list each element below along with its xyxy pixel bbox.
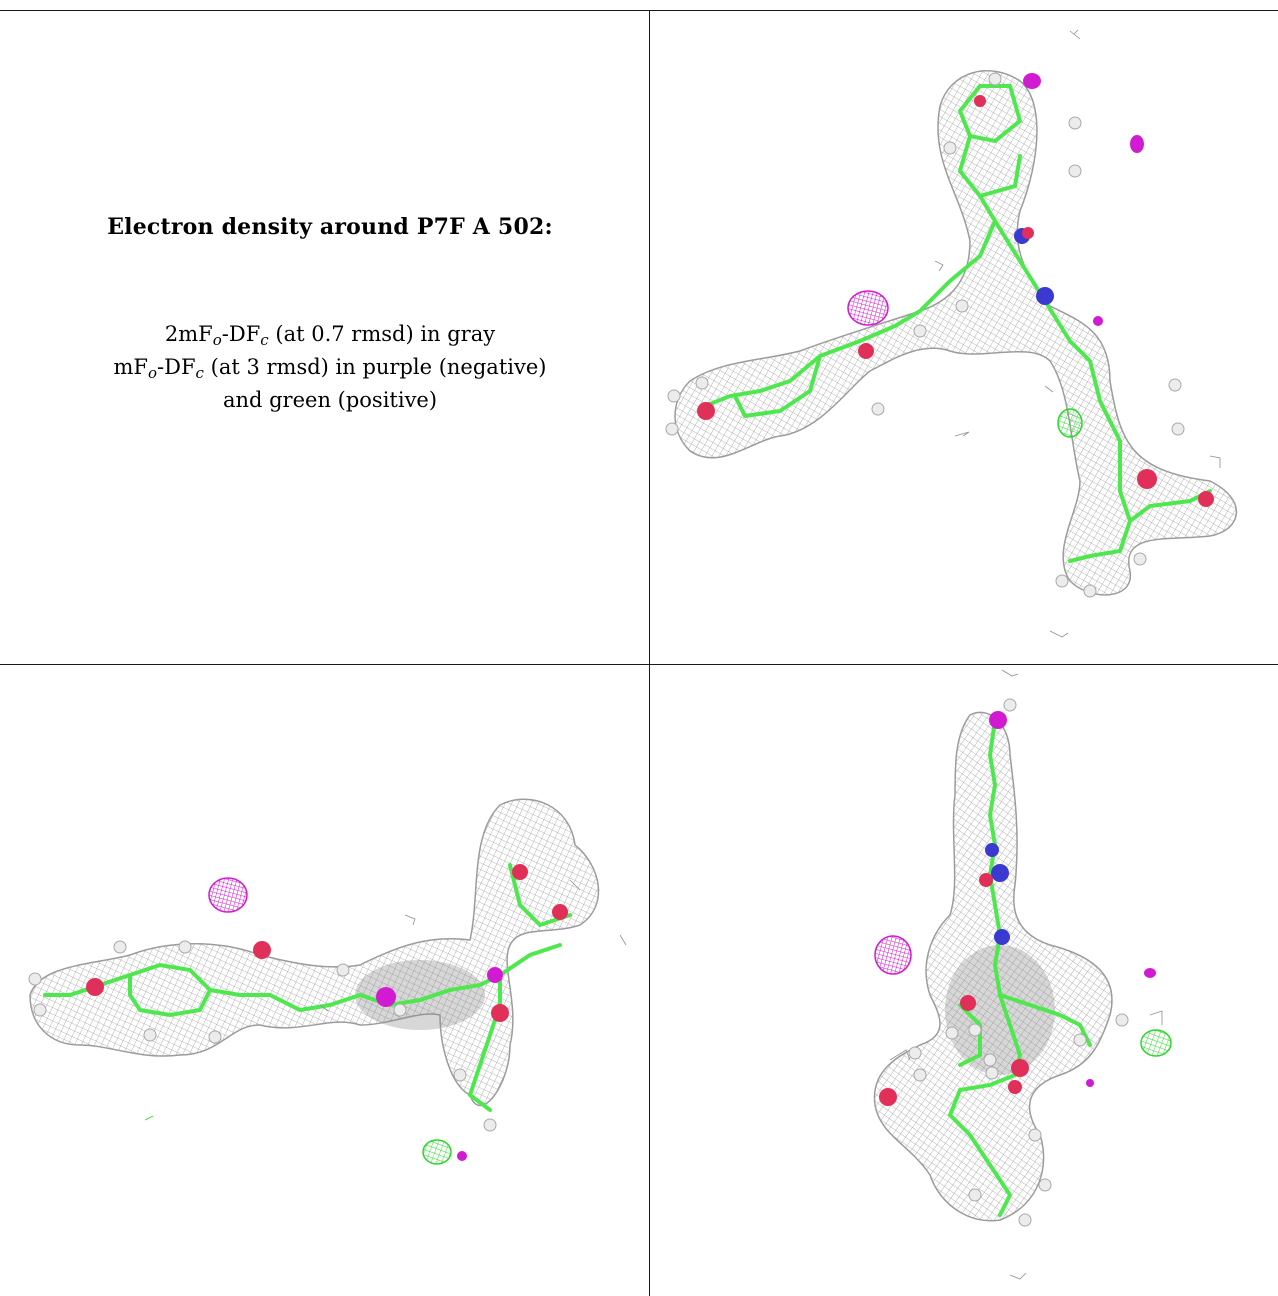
difference-density — [208, 877, 467, 1165]
view-bottom-right — [650, 665, 1278, 1296]
hydrogen-atoms — [28, 940, 497, 1132]
view-top-right — [650, 11, 1278, 664]
caption-legend: 2mFo-DFc (at 0.7 rmsd) in gray mFo-DFc (… — [40, 318, 620, 417]
hydrogen-atoms — [665, 72, 1185, 598]
view-bottom-left — [0, 665, 649, 1296]
density-render-bottom-right — [873, 669, 1172, 1280]
legend-purple-line: mFo-DFc (at 3 rmsd) in purple (negative) — [113, 355, 547, 382]
mesh-specks — [889, 669, 1163, 1280]
ligand-bonds — [947, 718, 1092, 1217]
density-render-bottom-left — [28, 798, 627, 1165]
caption-title: Electron density around P7F A 502: — [107, 214, 553, 240]
legend-green-line: and green (positive) — [222, 388, 438, 412]
heteroatoms — [86, 864, 568, 1022]
density-render-top-right — [665, 29, 1238, 638]
legend-gray-line: 2mFo-DFc (at 0.7 rmsd) in gray — [164, 322, 496, 349]
gray-density-mesh — [674, 70, 1238, 596]
difference-density — [847, 73, 1144, 438]
table-border-horizontal — [0, 664, 1278, 665]
mesh-specks — [934, 29, 1221, 638]
gray-density-mesh — [873, 711, 1113, 1222]
heteroatoms — [697, 95, 1214, 507]
gray-density-mesh — [29, 798, 600, 1107]
caption-cell: Electron density around P7F A 502: 2mFo-… — [0, 11, 649, 664]
hydrogen-atoms — [908, 698, 1129, 1227]
mesh-specks — [144, 879, 627, 1121]
table-border-middle-vertical — [649, 10, 650, 1296]
difference-density — [874, 935, 1172, 1087]
heteroatoms — [879, 711, 1029, 1106]
table-border-top — [0, 10, 1278, 11]
